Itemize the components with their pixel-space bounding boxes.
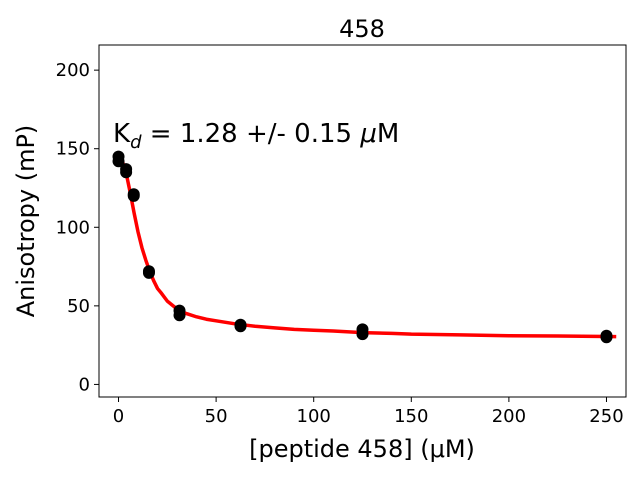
x-axis-label: [peptide 458] (μM) xyxy=(249,435,475,463)
kd-annotation: Kd = 1.28 +/- 0.15 μM xyxy=(113,119,399,153)
chart-title: 458 xyxy=(339,15,385,43)
data-points-layer xyxy=(112,150,613,344)
kd-subscript: d xyxy=(130,132,142,153)
plot-frame xyxy=(98,44,627,398)
x-tick-label: 0 xyxy=(113,406,124,427)
y-axis: 0 50 100 150 200 xyxy=(56,60,99,395)
kd-mu: μ xyxy=(359,119,377,149)
data-point xyxy=(112,155,125,168)
kd-prefix: K xyxy=(113,119,131,149)
y-tick-label: 50 xyxy=(67,296,90,317)
fit-curve-layer xyxy=(117,154,617,339)
data-point xyxy=(234,320,247,333)
kd-unit: M xyxy=(377,119,399,149)
x-tick-label: 150 xyxy=(394,406,428,427)
data-point xyxy=(600,331,613,344)
data-point xyxy=(142,266,155,279)
y-tick-label: 0 xyxy=(79,374,90,395)
data-point xyxy=(173,309,186,322)
y-axis-label: Anisotropy (mP) xyxy=(12,125,40,318)
x-tick-label: 100 xyxy=(297,406,331,427)
y-tick-label: 150 xyxy=(56,139,90,160)
x-axis: 0 50 100 150 200 250 xyxy=(113,397,624,427)
data-point xyxy=(356,328,369,341)
fit-curve xyxy=(117,154,617,339)
x-tick-label: 250 xyxy=(589,406,623,427)
y-tick-label: 100 xyxy=(56,217,90,238)
data-point xyxy=(127,189,140,202)
x-tick-label: 200 xyxy=(492,406,526,427)
data-point xyxy=(120,166,133,179)
kd-value-text: = 1.28 +/- 0.15 xyxy=(142,119,361,149)
x-tick-label: 50 xyxy=(205,406,228,427)
y-tick-label: 200 xyxy=(56,60,90,81)
